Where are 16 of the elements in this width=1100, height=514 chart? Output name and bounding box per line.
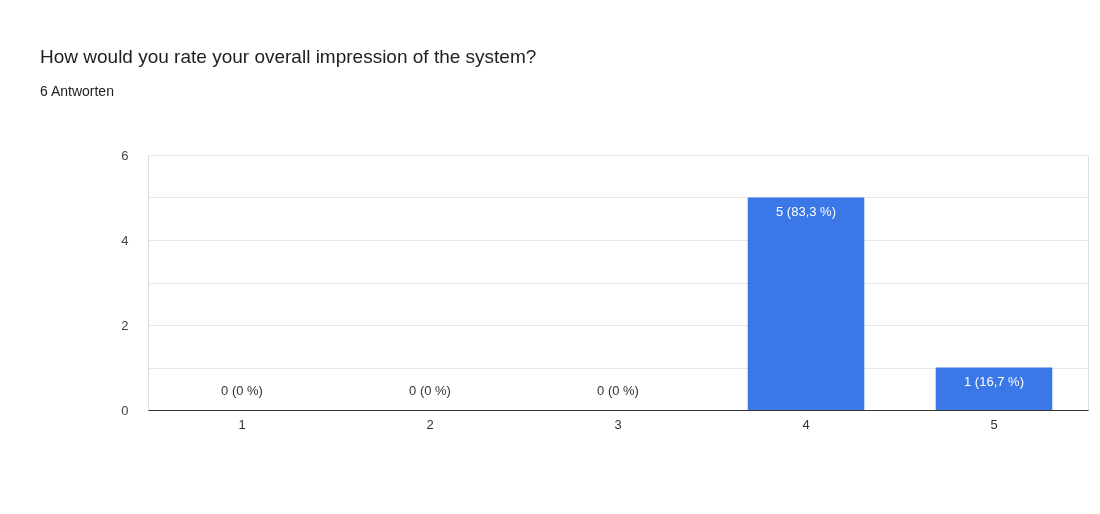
- y-tick-label: 6: [121, 147, 129, 163]
- data-label: 5 (83,3 %): [776, 203, 836, 219]
- data-label: 0 (0 %): [409, 383, 451, 398]
- chart-subtitle: 6 Antworten: [40, 83, 114, 99]
- data-label: 0 (0 %): [221, 383, 263, 398]
- x-tick-label: 3: [614, 416, 622, 432]
- data-label: 1 (16,7 %): [964, 373, 1024, 389]
- x-tick-label: 5: [990, 416, 998, 432]
- y-tick-label: 2: [121, 317, 129, 333]
- x-tick-label: 2: [426, 416, 434, 432]
- x-tick-label: 1: [238, 416, 246, 432]
- y-tick-label: 4: [121, 232, 129, 248]
- chart-title: How would you rate your overall impression of the system?: [40, 46, 537, 67]
- data-label: 0 (0 %): [597, 383, 639, 398]
- y-tick-label: 0: [121, 402, 129, 418]
- x-tick-label: 4: [802, 416, 810, 432]
